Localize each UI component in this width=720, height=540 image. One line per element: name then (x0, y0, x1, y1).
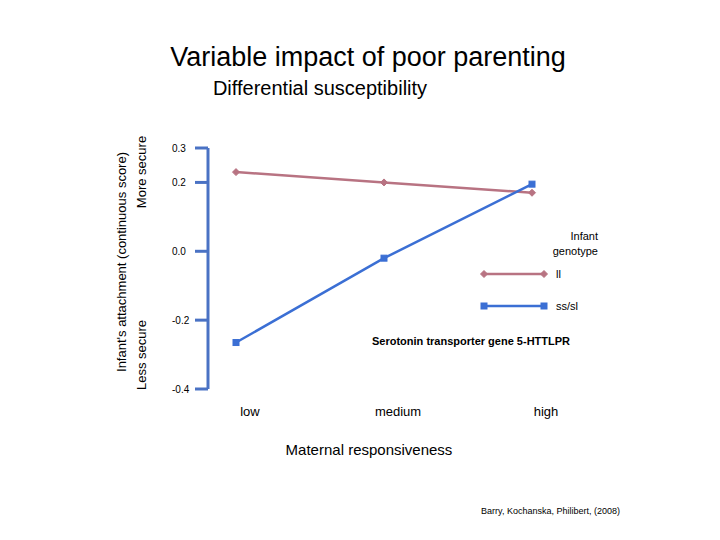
legend-title: Infant genotype (550, 230, 598, 257)
legend-marker (541, 303, 547, 309)
y-tick-label: 0.2 (172, 177, 186, 188)
legend-label: ss/sl (556, 300, 578, 312)
marker (233, 169, 240, 176)
x-tick-label: medium (375, 404, 421, 419)
marker (381, 179, 388, 186)
subtitle: Differential susceptibility (213, 77, 427, 99)
x-tick-label: low (240, 404, 260, 419)
y-tick-label: 0.3 (172, 143, 186, 154)
legend-marker (481, 271, 488, 278)
legend-label: ll (556, 268, 561, 280)
legend-line (484, 305, 544, 308)
y-axis (207, 148, 210, 389)
legend-line (484, 273, 544, 276)
y-tick (195, 181, 208, 184)
legend-marker (541, 271, 548, 278)
marker (381, 255, 387, 261)
y-sublabel: Less secure (134, 320, 149, 390)
series-line (236, 172, 532, 193)
plot-area (233, 169, 536, 346)
marker (529, 181, 535, 187)
y-label: Infant's attachment (continuous score) (114, 152, 129, 372)
x-tick-label: high (534, 404, 559, 419)
chart: Variable impact of poor parenting Differe… (0, 0, 720, 540)
marker (529, 189, 536, 196)
y-tick (195, 388, 208, 391)
annotation: Serotonin transporter gene 5-HTTLPR (372, 335, 570, 347)
y-tick (195, 147, 208, 150)
y-tick (195, 319, 208, 322)
y-tick-label: 0.0 (172, 246, 186, 257)
title: Variable impact of poor parenting (170, 42, 566, 72)
y-tick (195, 250, 208, 253)
series-line (236, 184, 532, 342)
legend-marker (481, 303, 487, 309)
marker (233, 340, 239, 346)
background (0, 0, 720, 540)
y-tick-label: -0.2 (172, 315, 190, 326)
x-label: Maternal responsiveness (286, 441, 453, 458)
y-tick-label: -0.4 (172, 384, 190, 395)
y-sublabel: More secure (134, 136, 149, 208)
source: Barry, Kochanska, Philibert, (2008) (481, 506, 620, 516)
